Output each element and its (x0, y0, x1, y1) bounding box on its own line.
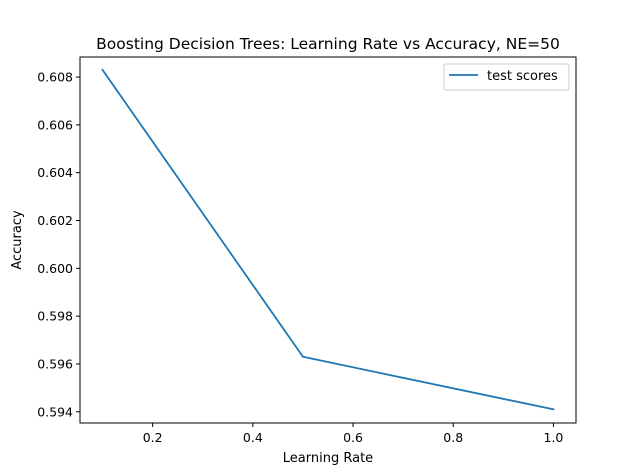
y-tick-label: 0.606 (37, 117, 73, 132)
plot-area (79, 56, 577, 424)
y-axis-label: Accuracy (10, 210, 25, 270)
legend-box (443, 63, 570, 91)
y-tick-label: 0.594 (37, 404, 73, 419)
y-tick-label: 0.598 (37, 309, 73, 324)
legend: test scores (443, 63, 570, 91)
x-tick-label: 0.6 (343, 430, 363, 445)
data-point (101, 69, 104, 71)
y-axis: 0.594 0.596 0.598 0.600 0.602 0.604 0.606 0.608 (37, 70, 80, 419)
legend-label: test scores (487, 69, 558, 84)
x-tick-label: 0.4 (243, 430, 263, 445)
data-point (552, 408, 555, 411)
series-layer (101, 68, 555, 411)
x-tick-label: 0.8 (443, 430, 463, 445)
y-tick-label: 0.600 (37, 261, 73, 276)
y-tick-label: 0.608 (37, 70, 73, 85)
x-axis: 0.2 0.4 0.6 0.8 1.0 (143, 423, 564, 445)
chart-title: Boosting Decision Trees: Learning Rate v… (96, 35, 560, 53)
y-tick-label: 0.602 (37, 213, 73, 228)
x-tick-label: 0.2 (143, 430, 163, 445)
data-point (302, 355, 304, 358)
y-tick-label: 0.604 (37, 165, 73, 180)
x-axis-label: Learning Rate (283, 451, 373, 466)
y-tick-label: 0.596 (37, 356, 73, 371)
x-tick-label: 1.0 (544, 430, 564, 445)
